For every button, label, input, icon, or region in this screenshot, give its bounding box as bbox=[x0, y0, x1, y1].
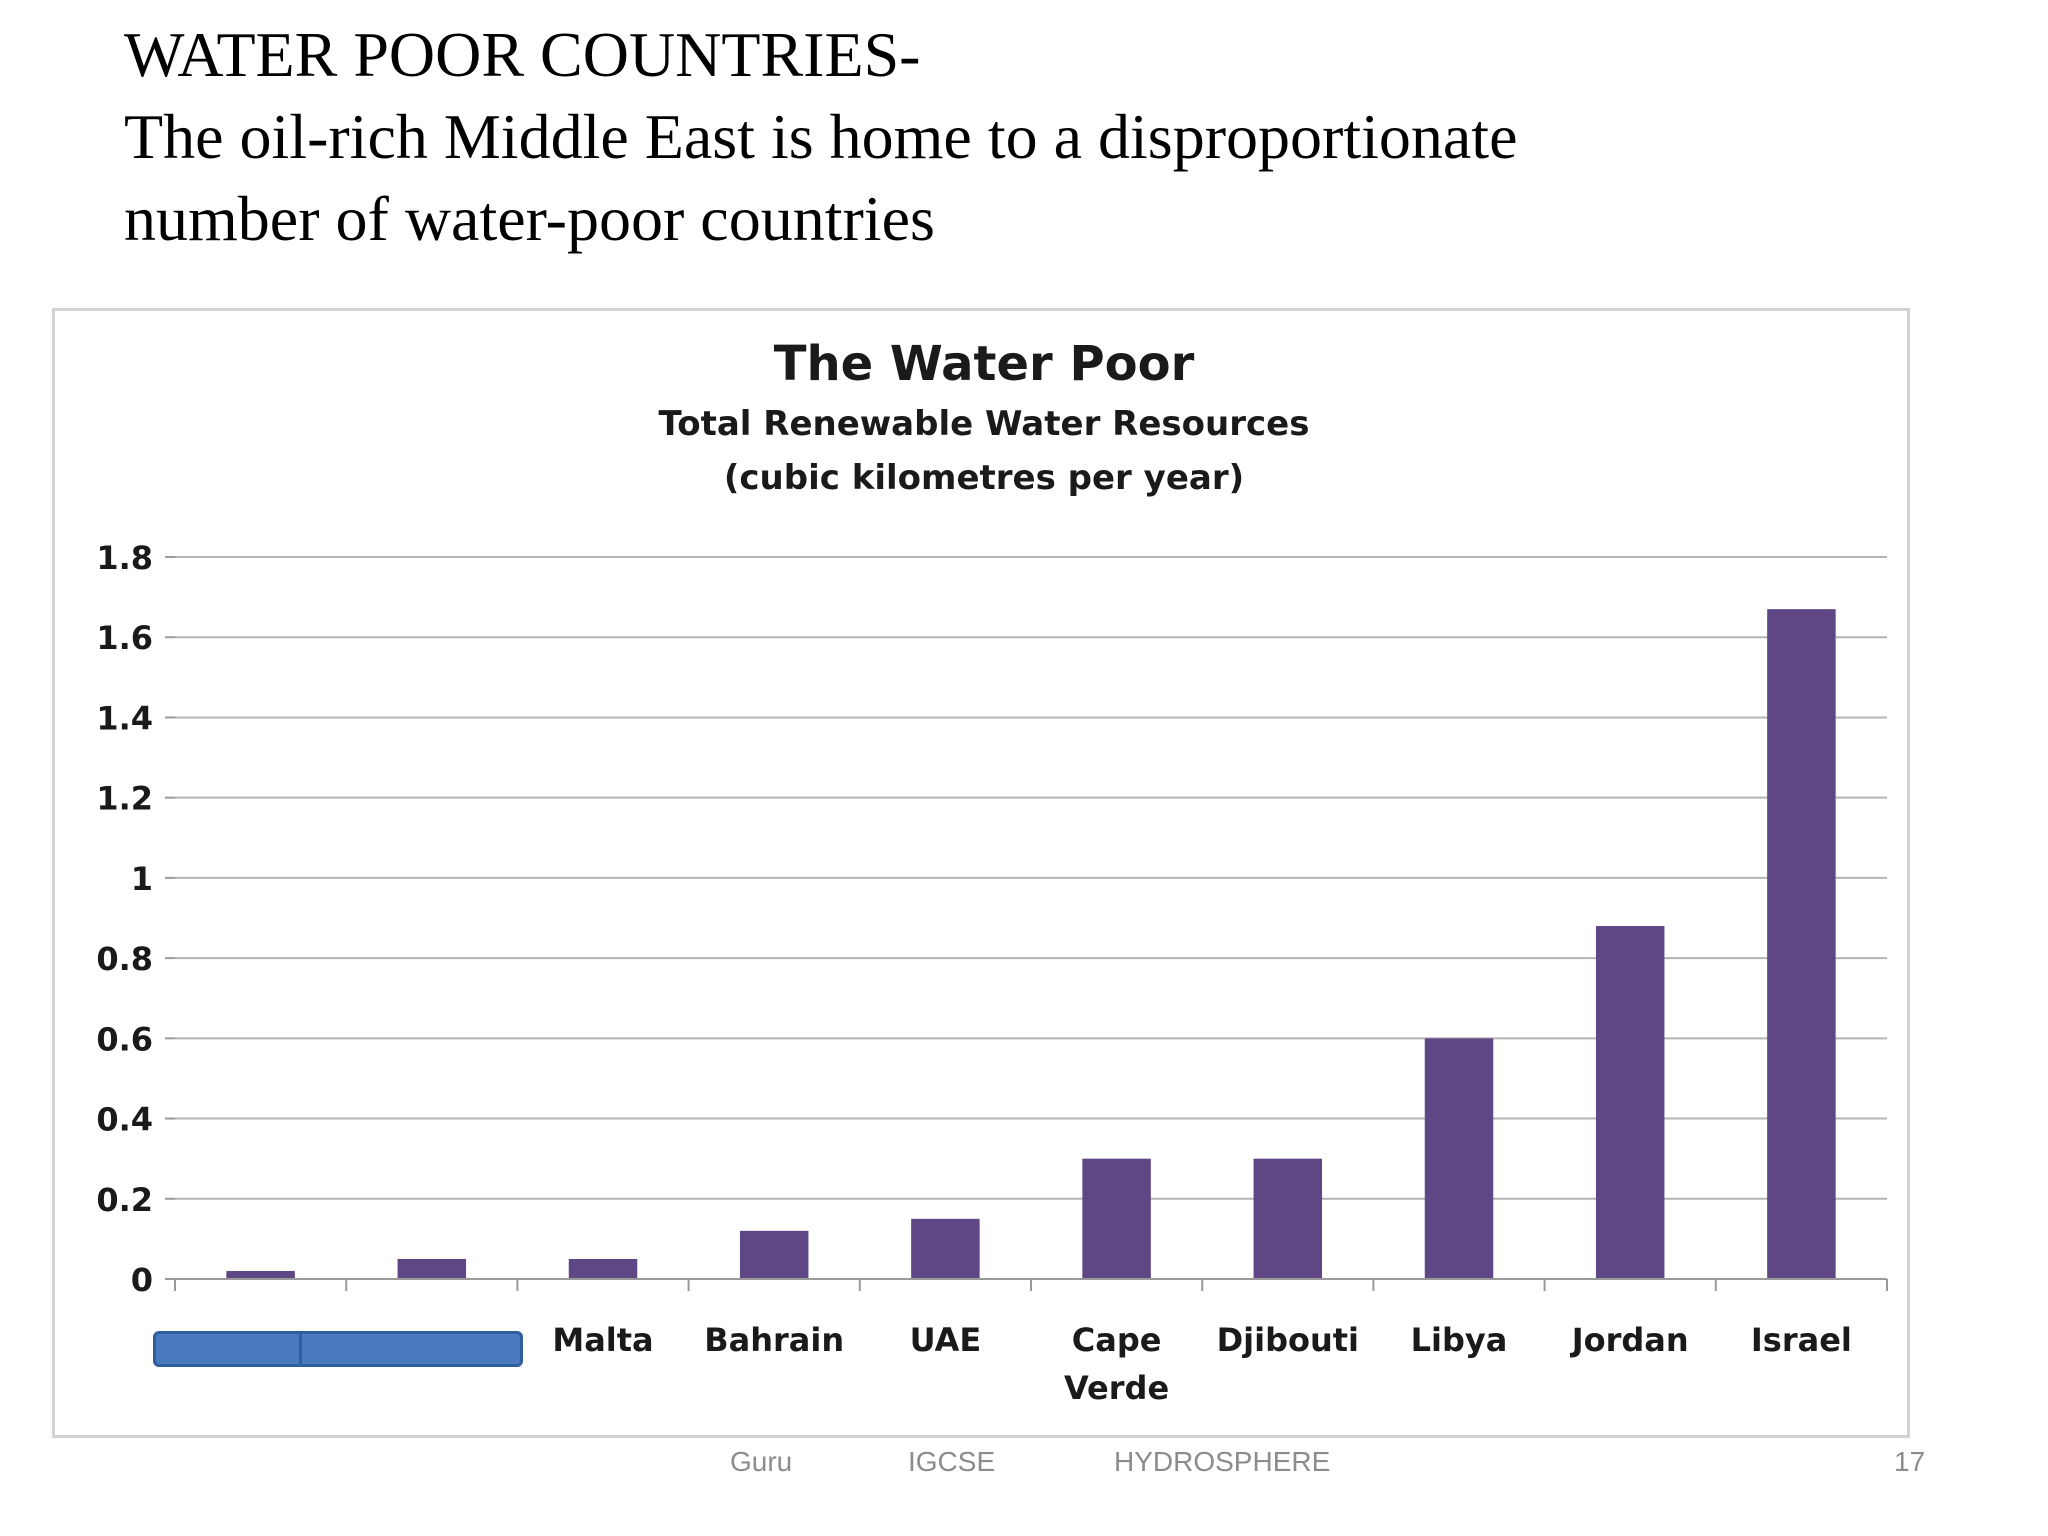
slide-title: WATER POOR COUNTRIES- The oil-rich Middl… bbox=[124, 14, 1924, 260]
axes bbox=[165, 556, 1888, 1291]
page-number: 17 bbox=[1894, 1446, 1926, 1477]
y-tick-label: 1.8 bbox=[96, 539, 153, 577]
bars bbox=[226, 609, 1836, 1279]
slide-title-line-3: number of water-poor countries bbox=[124, 183, 935, 254]
x-tick-label: Jordan bbox=[1570, 1321, 1689, 1359]
chart-subtitle-line-1: Total Renewable Water Resources bbox=[659, 404, 1310, 444]
bar bbox=[1767, 609, 1836, 1279]
y-tick-label: 0 bbox=[131, 1261, 153, 1299]
y-tick-label: 0.6 bbox=[96, 1020, 153, 1058]
y-tick-label: 1.4 bbox=[96, 699, 153, 737]
x-tick-label: Israel bbox=[1751, 1321, 1852, 1359]
x-tick-label: Djibouti bbox=[1217, 1321, 1359, 1359]
chart-subtitle-line-2: (cubic kilometres per year) bbox=[724, 458, 1244, 498]
bar bbox=[397, 1258, 467, 1279]
y-tick-label: 1 bbox=[131, 860, 153, 898]
slide-title-line-2: The oil-rich Middle East is home to a di… bbox=[124, 101, 1518, 172]
bar bbox=[568, 1258, 638, 1279]
bar bbox=[226, 1270, 295, 1279]
bar bbox=[1595, 926, 1665, 1279]
redaction-divider bbox=[299, 1334, 302, 1364]
x-tick-label: Malta bbox=[552, 1321, 653, 1359]
bar bbox=[911, 1218, 980, 1279]
x-tick-label: Cape bbox=[1072, 1321, 1162, 1359]
tick-labels: 0 0.2 0.4 0.6 0.8 1 1.2 1.4 1.6 1.8 Malta Bahrain UA… bbox=[96, 539, 1852, 1407]
y-tick-label: 1.2 bbox=[96, 780, 153, 818]
x-tick-label: Bahrain bbox=[704, 1321, 844, 1359]
y-tick-label: 1.6 bbox=[96, 619, 153, 657]
bar bbox=[1253, 1158, 1323, 1279]
footer-right-text: HYDROSPHERE bbox=[1114, 1446, 1331, 1477]
y-tick-label: 0.8 bbox=[96, 940, 153, 978]
bar bbox=[1082, 1158, 1151, 1279]
x-tick-label: Libya bbox=[1411, 1321, 1508, 1359]
bar-chart: The Water Poor Total Renewable Water Res… bbox=[96, 336, 1888, 1407]
y-tick-label: 0.2 bbox=[96, 1181, 153, 1219]
footer-middle-text: IGCSE bbox=[908, 1446, 996, 1477]
bar bbox=[1424, 1038, 1494, 1279]
chart-title: The Water Poor bbox=[774, 336, 1195, 392]
gridlines bbox=[175, 556, 1887, 1200]
chart-frame: The Water Poor Total Renewable Water Res… bbox=[52, 308, 1910, 1438]
y-tick-label: 0.4 bbox=[96, 1101, 153, 1139]
bar bbox=[739, 1230, 809, 1279]
slide-title-line-1: WATER POOR COUNTRIES- bbox=[124, 19, 921, 90]
x-tick-label: Verde bbox=[1064, 1369, 1169, 1407]
redaction-overlay bbox=[153, 1331, 523, 1367]
x-tick-label: UAE bbox=[910, 1321, 982, 1359]
footer-left-text: Guru bbox=[730, 1446, 793, 1477]
